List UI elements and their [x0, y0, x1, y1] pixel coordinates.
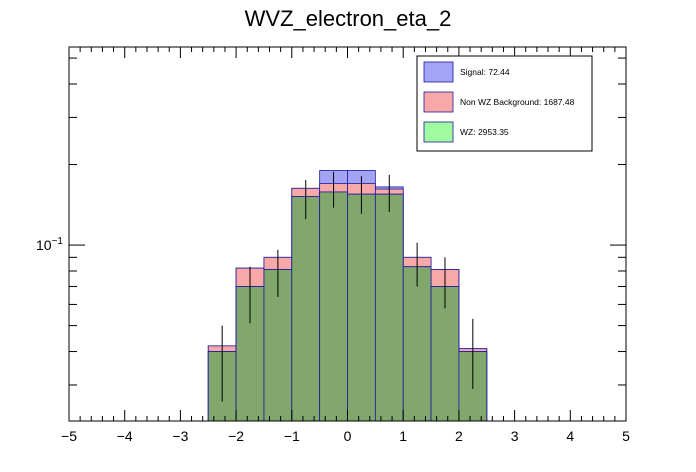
chart-title: WVZ_electron_eta_2 [244, 6, 452, 31]
legend-swatch-non-wz-background [423, 91, 454, 113]
x-tick-label: 0 [344, 428, 352, 444]
legend-swatch-signal [423, 61, 454, 83]
bar-overlap-10 [347, 193, 376, 422]
legend-label-wz: WZ: 2953.35 [460, 127, 509, 137]
data-points [221, 171, 474, 402]
x-tick-label: −3 [172, 428, 188, 444]
axes: −5 −4 −3 −2 −1 0 1 2 3 4 5 10−1 [36, 47, 630, 444]
x-tick-label: 1 [399, 428, 407, 444]
x-tick-label: −4 [117, 428, 133, 444]
x-tick-label: −2 [228, 428, 244, 444]
bar-overlap-8 [291, 196, 321, 422]
legend-swatch-wz [423, 121, 454, 143]
x-tick-label: 2 [455, 428, 463, 444]
x-tick-label: −5 [61, 428, 77, 444]
x-tick-label: 4 [566, 428, 574, 444]
legend-label-non-wz-background: Non WZ Background: 1687.48 [460, 97, 575, 107]
bar-overlap-9 [319, 191, 348, 422]
y-tick-label: 10−1 [36, 236, 63, 253]
bar-overlap-13 [430, 286, 460, 422]
x-tick-label: 5 [622, 428, 630, 444]
bar-overlap-11 [374, 193, 404, 422]
x-tick-label: −1 [284, 428, 300, 444]
legend: Signal: 72.44 Non WZ Background: 1687.48 W… [416, 55, 593, 152]
legend-label-signal: Signal: 72.44 [460, 67, 510, 77]
bar-overlap-12 [402, 266, 432, 422]
x-tick-label: 3 [511, 428, 519, 444]
